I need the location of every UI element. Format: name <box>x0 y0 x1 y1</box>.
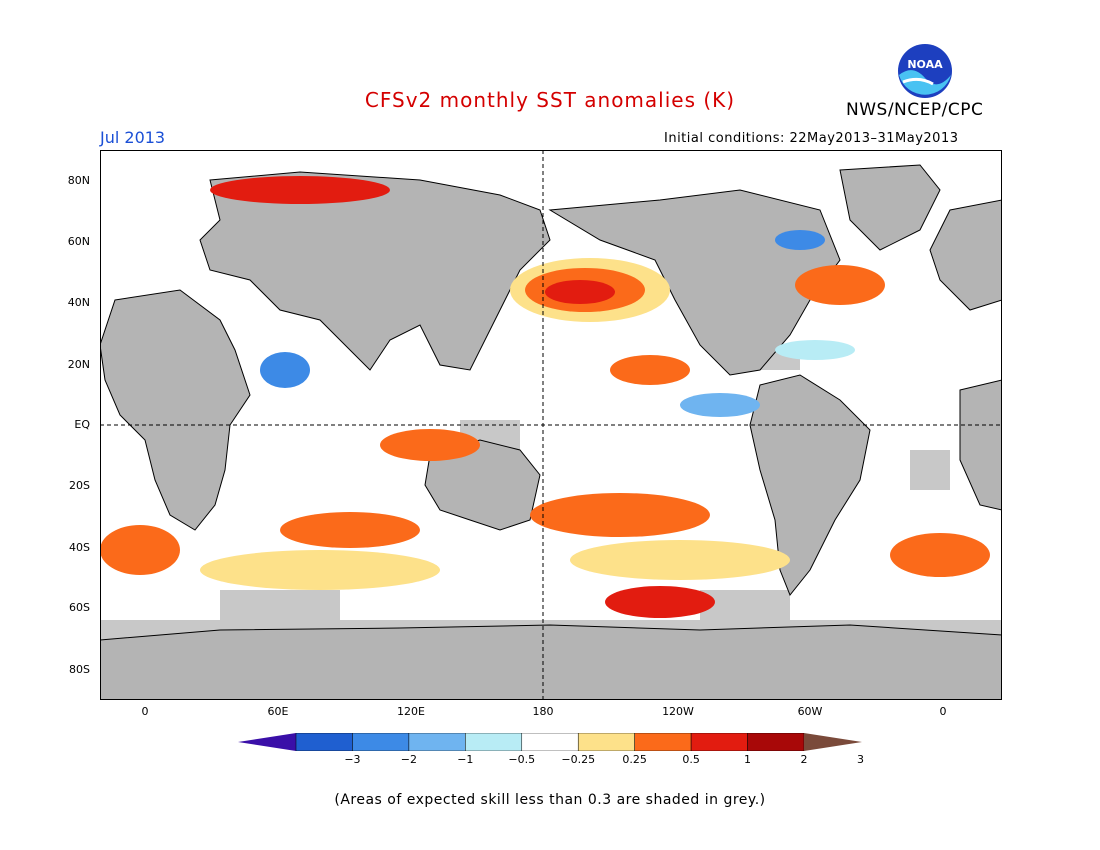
colorbar-swatch <box>690 733 748 751</box>
initial-conditions: Initial conditions: 22May2013–31May2013 <box>664 131 959 146</box>
north-america-landmass <box>548 189 841 376</box>
colorbar-swatch <box>577 733 635 751</box>
colorbar-label: −2 <box>400 753 417 766</box>
lat-label-60s: 60S <box>69 601 90 614</box>
europe-east-landmass <box>929 199 1002 311</box>
logo-text: NOAA <box>907 58 943 71</box>
anomaly-labrador-cold <box>775 230 825 250</box>
anomaly-south-pacific-yellow <box>570 540 790 580</box>
anomaly-california-warm <box>610 355 690 385</box>
colorbar-swatch-below <box>238 733 296 751</box>
skill-footnote: (Areas of expected skill less than 0.3 a… <box>334 792 766 808</box>
sst-anomaly-map <box>100 150 1002 700</box>
anomaly-southern-indian <box>280 512 420 548</box>
colorbar-swatch <box>295 733 353 751</box>
colorbar-swatches <box>238 733 862 751</box>
lon-label-120e: 120E <box>397 705 425 718</box>
anomaly-north-pacific-strong <box>545 280 615 304</box>
lat-label-60n: 60N <box>67 235 90 248</box>
greenland-landmass <box>839 164 941 251</box>
colorbar <box>238 733 862 751</box>
low-skill-pacific-south <box>700 590 790 620</box>
anomaly-south-atlantic-west <box>100 525 180 575</box>
anomaly-north-atlantic <box>795 265 885 305</box>
colorbar-label: −3 <box>344 753 361 766</box>
colorbar-label: −0.25 <box>561 753 596 766</box>
map-title: CFSv2 monthly SST anomalies (K) <box>364 88 736 112</box>
anomaly-southern-indian-yellow <box>200 550 440 590</box>
colorbar-label: 1 <box>744 753 752 766</box>
forecast-month: Jul 2013 <box>100 128 166 147</box>
colorbar-swatch <box>521 733 579 751</box>
eurasia-landmass <box>199 171 551 371</box>
colorbar-swatch <box>747 733 805 751</box>
lon-label-60e: 60E <box>267 705 289 718</box>
lat-label-80n: 80N <box>67 174 90 187</box>
anomaly-arabian-sea-cold <box>260 352 310 388</box>
anomaly-patches <box>100 176 990 618</box>
colorbar-swatch <box>634 733 692 751</box>
colorbar-label: 2 <box>800 753 808 766</box>
anomaly-arctic-warm <box>210 176 390 204</box>
lat-label-80s: 80S <box>69 663 90 676</box>
anomaly-tropical-atlantic-cold <box>775 340 855 360</box>
anomaly-east-pacific-cold <box>680 393 760 417</box>
lon-label-60w: 60W <box>797 705 823 718</box>
lat-label-40s: 40S <box>69 541 90 554</box>
colorbar-swatch <box>408 733 466 751</box>
australia-landmass <box>424 439 541 531</box>
land <box>100 164 1002 700</box>
colorbar-label: −0.5 <box>508 753 536 766</box>
colorbar-label: 0.25 <box>622 753 647 766</box>
lat-label-20n: 20N <box>67 358 90 371</box>
agency-label: NWS/NCEP/CPC <box>846 100 984 120</box>
south-america-landmass <box>749 374 871 596</box>
colorbar-label: −1 <box>457 753 474 766</box>
lon-label-0-left: 0 <box>141 705 149 718</box>
lon-label-180: 180 <box>532 705 554 718</box>
africa-east-landmass <box>959 379 1002 511</box>
anomaly-south-pacific-band <box>530 493 710 537</box>
lon-label-0-right: 0 <box>939 705 947 718</box>
lat-label-20s: 20S <box>69 479 90 492</box>
colorbar-swatch <box>465 733 523 751</box>
colorbar-swatch-above <box>804 733 862 751</box>
low-skill-indian-south <box>220 590 340 620</box>
anomaly-maritime-continent <box>380 429 480 461</box>
low-skill-atlantic <box>910 450 950 490</box>
anomaly-south-atlantic-east <box>890 533 990 577</box>
antarctica-landmass <box>100 624 1002 700</box>
colorbar-label: 3 <box>856 753 864 766</box>
colorbar-swatch <box>352 733 410 751</box>
lat-label-eq: EQ <box>74 418 90 431</box>
lat-label-40n: 40N <box>67 296 90 309</box>
africa-landmass <box>100 289 251 531</box>
lon-label-120w: 120W <box>662 705 694 718</box>
anomaly-south-pacific-south <box>605 586 715 618</box>
colorbar-label: 0.5 <box>682 753 700 766</box>
noaa-logo: NOAA <box>898 44 952 98</box>
